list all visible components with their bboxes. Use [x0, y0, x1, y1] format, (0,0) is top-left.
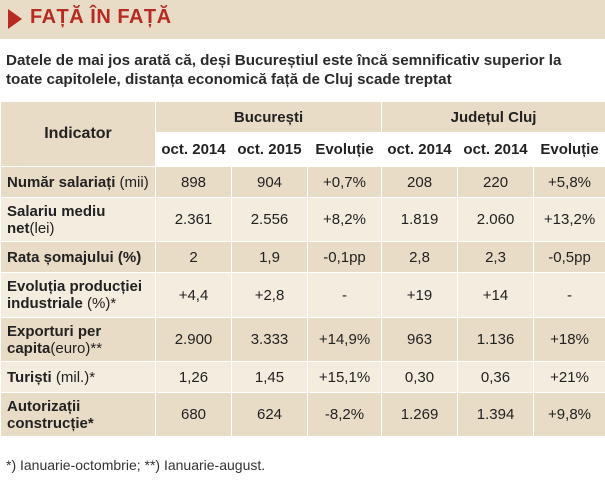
footnote-box: *) Ianuarie-octombrie; **) Ianuarie-augu… — [0, 451, 605, 482]
table-cell: 1,9 — [231, 241, 308, 273]
table-row: Rata șomajului (%) 2 1,9 -0,1pp 2,8 2,3 -0,5pp — [0, 241, 605, 273]
row-label-bold: Exporturi per capita — [7, 322, 102, 357]
row-label-bold: Turiști — [7, 368, 52, 386]
table-cell: -0,5pp — [533, 241, 605, 273]
triangle-icon — [8, 9, 22, 29]
group-bucuresti: București — [154, 101, 383, 133]
table-cell: 1.269 — [381, 392, 459, 437]
title-bar: FAȚĂ ÎN FAȚĂ — [0, 0, 605, 39]
table-cell: 1.394 — [457, 392, 535, 437]
table-cell: 898 — [155, 166, 232, 198]
subheader: Evoluție — [533, 132, 605, 167]
table-cell: 2,3 — [457, 241, 535, 273]
table-row: Salariu mediu net(lei) 2.361 2.556 +8,2% 1.8… — [0, 197, 605, 242]
table-cell: +5,8% — [533, 166, 605, 198]
table-cell: 904 — [231, 166, 308, 198]
group-header-row: Indicator București Județul Cluj — [0, 101, 605, 167]
table-cell: +4,4 — [155, 272, 232, 318]
table-cell: - — [306, 272, 383, 318]
subheader-row: oct. 2014 oct. 2015 Evoluție oct. 2014 o… — [0, 132, 605, 167]
row-label-unit: (mil.)* — [51, 368, 96, 386]
row-label: Rata șomajului (%) — [0, 241, 156, 273]
table-cell: +15,1% — [306, 361, 383, 393]
row-label-unit: (lei) — [29, 219, 55, 237]
table-cell: +14,9% — [306, 317, 383, 362]
table-cell: -8,2% — [306, 392, 383, 437]
table-cell: +0,7% — [306, 166, 383, 198]
page-title: FAȚĂ ÎN FAȚĂ — [30, 6, 172, 28]
table-cell: 2.060 — [457, 197, 535, 242]
table-body: Număr salariați (mii) 898 904 +0,7% 208 220 +5… — [0, 166, 605, 437]
table-cell: 1.819 — [381, 197, 459, 242]
table-cell: +21% — [533, 361, 605, 393]
table-cell: 0,36 — [457, 361, 535, 393]
table-cell: - — [533, 272, 605, 318]
table-cell: 2 — [155, 241, 232, 273]
table-cell: 220 — [457, 166, 535, 198]
row-label: Evoluția producției industriale (%)* — [0, 272, 156, 318]
subheader: oct. 2014 — [155, 132, 232, 167]
table-cell: 0,30 — [381, 361, 459, 393]
table-cell: 624 — [231, 392, 308, 437]
row-label: Exporturi per capita(euro)** — [0, 317, 156, 362]
subheader: oct. 2015 — [231, 132, 308, 167]
table-cell: 2.900 — [155, 317, 232, 362]
table-cell: +14 — [457, 272, 535, 318]
row-label-unit: (mii) — [115, 173, 149, 191]
table-cell: +19 — [381, 272, 459, 318]
subheader: oct. 2014 — [457, 132, 535, 167]
table-row: Număr salariați (mii) 898 904 +0,7% 208 220 +5… — [0, 166, 605, 198]
table-cell: +8,2% — [306, 197, 383, 242]
row-label-bold: Număr salariați — [7, 173, 116, 191]
table-cell: 3.333 — [231, 317, 308, 362]
subtitle-text: Datele de mai jos arată că, deși Bucureș… — [6, 52, 562, 88]
table-cell: 963 — [381, 317, 459, 362]
table-row: Exporturi per capita(euro)** 2.900 3.333 +1… — [0, 317, 605, 362]
group-cluj: Județul Cluj — [381, 101, 605, 133]
table-cell: 680 — [155, 392, 232, 437]
table-cell: +13,2% — [533, 197, 605, 242]
row-label: Turiști (mil.)* — [0, 361, 156, 393]
table-cell: 208 — [381, 166, 459, 198]
indicator-header: Indicator — [0, 101, 156, 167]
table-row: Evoluția producției industriale (%)* +4,4… — [0, 272, 605, 318]
table-cell: 2.556 — [231, 197, 308, 242]
row-label-bold: Rata șomajului (%) — [7, 248, 142, 266]
row-label-unit: (%)* — [82, 295, 117, 312]
row-label-bold: Salariu mediu net — [7, 202, 106, 237]
row-label-bold: Evoluția producției industriale — [7, 278, 143, 312]
table-cell: 1,45 — [231, 361, 308, 393]
table-cell: +18% — [533, 317, 605, 362]
data-table: Indicator București Județul Cluj oct. 20… — [0, 101, 605, 437]
row-label-bold: Autorizații construcție* — [7, 397, 94, 432]
table-cell: 1.136 — [457, 317, 535, 362]
table-row: Turiști (mil.)* 1,26 1,45 +15,1% 0,30 0,36 +21… — [0, 361, 605, 393]
table-cell: 2.361 — [155, 197, 232, 242]
table-cell: 1,26 — [155, 361, 232, 393]
row-label-unit: (euro)** — [50, 339, 103, 357]
row-label: Număr salariați (mii) — [0, 166, 156, 198]
row-label: Salariu mediu net(lei) — [0, 197, 156, 242]
subheader: oct. 2014 — [381, 132, 459, 167]
table-cell: -0,1pp — [306, 241, 383, 273]
subheader: Evoluție — [306, 132, 383, 167]
footnote: *) Ianuarie-octombrie; **) Ianuarie-augu… — [6, 457, 266, 473]
table-cell: +2,8 — [231, 272, 308, 318]
table-cell: 2,8 — [381, 241, 459, 273]
table-cell: +9,8% — [533, 392, 605, 437]
row-label: Autorizații construcție* — [0, 392, 156, 437]
subtitle-box: Datele de mai jos arată că, deși Bucureș… — [0, 39, 605, 101]
table-row: Autorizații construcție* 680 624 -8,2% 1.269… — [0, 392, 605, 437]
